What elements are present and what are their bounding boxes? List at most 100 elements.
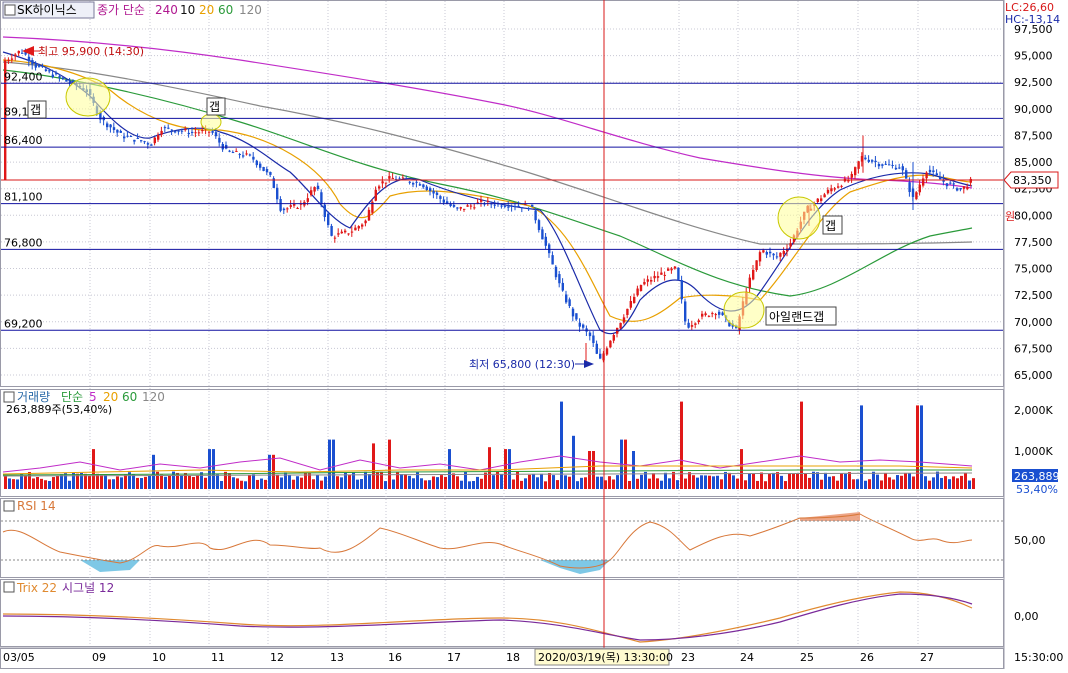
volume-bar: [692, 475, 695, 489]
volume-bar: [88, 475, 91, 489]
volume-bar: [680, 401, 683, 489]
candle: [772, 253, 775, 260]
volume-bar: [340, 477, 343, 489]
volume-bar: [252, 474, 255, 489]
candle: [252, 152, 255, 163]
candle: [894, 164, 898, 171]
volume-bar: [708, 475, 711, 489]
volume-bar: [632, 451, 635, 489]
price-tick: 65,000: [1014, 369, 1053, 382]
candle: [466, 203, 469, 207]
volume-bar: [80, 472, 83, 489]
candle: [350, 226, 354, 237]
candle: [218, 133, 221, 147]
candle: [61, 76, 65, 81]
candle: [711, 311, 714, 318]
volume-bar: [592, 451, 595, 489]
candle: [701, 310, 704, 320]
candle: [534, 207, 537, 224]
svg-text:RSI 14: RSI 14: [17, 499, 56, 513]
candle: [463, 208, 466, 212]
volume-bar: [448, 449, 451, 489]
candle: [830, 184, 833, 195]
volume-bar: [376, 472, 379, 489]
candle: [17, 50, 20, 56]
candle: [129, 135, 133, 138]
volume-bar: [464, 471, 467, 489]
volume-bar: [716, 475, 719, 489]
volume-bar: [580, 477, 583, 489]
vol-ma20-line: [2, 465, 973, 475]
svg-text:50,00: 50,00: [1014, 534, 1046, 547]
svg-text:갭: 갭: [30, 103, 41, 117]
candle: [452, 201, 456, 208]
volume-bar: [64, 473, 67, 489]
rsi-panel[interactable]: [0, 498, 1004, 578]
trix-panel[interactable]: [0, 579, 1004, 647]
candle: [347, 233, 350, 236]
candle: [136, 133, 139, 140]
volume-bar: [672, 471, 675, 489]
volume-bar: [852, 479, 855, 489]
candle: [609, 339, 612, 349]
candle: [378, 184, 381, 191]
candle: [820, 195, 823, 204]
candle: [578, 318, 581, 332]
price-panel[interactable]: [0, 0, 1004, 387]
candle: [653, 271, 656, 283]
volume-bar: [176, 472, 179, 489]
svg-text:10: 10: [180, 3, 195, 17]
candle: [106, 121, 109, 131]
volume-bar: [904, 473, 907, 489]
candle: [123, 132, 126, 143]
volume-bar: [864, 480, 867, 489]
volume-bar: [676, 480, 679, 489]
volume-bar: [528, 474, 531, 489]
candle: [510, 204, 513, 212]
svg-text:2,000K: 2,000K: [1014, 404, 1053, 417]
time-axis[interactable]: [0, 648, 1004, 669]
volume-bar: [228, 473, 231, 489]
candle: [619, 322, 622, 330]
candle: [163, 125, 167, 133]
candle: [867, 155, 870, 164]
volume-bar: [320, 480, 323, 489]
volume-bar: [800, 401, 803, 489]
volume-bar: [288, 475, 291, 489]
trix-series: [2, 591, 973, 643]
volume-bar: [772, 472, 775, 489]
hc-readout: HC:-13,14: [1005, 13, 1060, 26]
volume-bar: [696, 477, 699, 489]
candle: [847, 175, 850, 183]
candle: [55, 70, 58, 76]
candle: [279, 196, 282, 213]
price-tick: 77,500: [1014, 236, 1053, 249]
candle: [371, 199, 374, 216]
x-tick: 24: [740, 651, 754, 664]
candle: [187, 128, 190, 138]
volume-bar: [44, 480, 47, 489]
candle: [864, 154, 867, 161]
volume-bar: [180, 475, 183, 489]
volume-bar: [548, 473, 551, 489]
candle: [269, 171, 272, 178]
volume-bar: [736, 478, 739, 489]
volume-bar: [820, 479, 823, 489]
candle: [27, 51, 31, 67]
candle: [143, 140, 146, 145]
candle: [10, 53, 14, 63]
candle: [259, 161, 262, 171]
volume-bar: [792, 473, 795, 489]
volume-bar: [484, 472, 487, 489]
volume-axis: 2,000K 1,000K 263,889 53,40%: [1012, 404, 1060, 496]
volume-bar: [748, 473, 751, 489]
candle: [425, 184, 428, 191]
candle: [629, 295, 632, 310]
volume-bar: [908, 473, 911, 489]
x-tick: 16: [388, 651, 402, 664]
candle: [561, 278, 564, 292]
volume-bar: [480, 478, 483, 489]
volume-bar: [936, 471, 939, 489]
